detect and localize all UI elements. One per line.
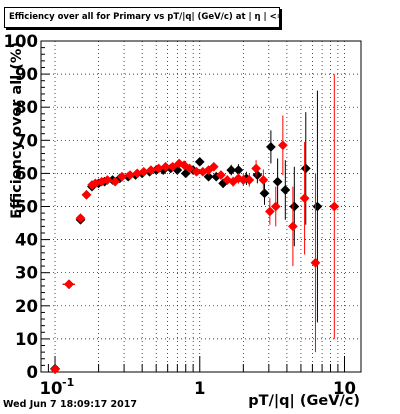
data-point xyxy=(287,221,298,232)
data-point xyxy=(50,364,60,375)
x-tick-label: 10 xyxy=(40,379,63,398)
y-tick-label: 30 xyxy=(15,264,38,283)
data-point xyxy=(184,163,195,174)
data-point xyxy=(265,141,276,152)
y-tick-label: 100 xyxy=(4,32,38,51)
data-point xyxy=(277,140,288,151)
data-point xyxy=(160,161,171,172)
data-point xyxy=(258,175,269,185)
data-point xyxy=(299,193,310,204)
y-axis-label: Efficiency over all (%) xyxy=(9,42,25,219)
data-point xyxy=(117,171,127,182)
data-point xyxy=(280,184,291,195)
data-point xyxy=(226,165,237,176)
data-point xyxy=(75,213,86,224)
data-point xyxy=(167,161,178,172)
data-point xyxy=(272,176,283,187)
y-tick-label: 60 xyxy=(15,164,38,183)
x-tick-exponent: -1 xyxy=(62,376,74,389)
chart-title: Efficiency over all for Primary vs pT/|q… xyxy=(4,7,280,28)
timestamp: Wed Jun 7 18:09:17 2017 xyxy=(3,399,137,410)
data-point xyxy=(310,257,321,268)
y-tick-label: 40 xyxy=(15,231,38,250)
data-point xyxy=(81,189,92,200)
data-point xyxy=(251,163,262,174)
data-point xyxy=(264,206,275,217)
data-point xyxy=(194,156,205,167)
data-point xyxy=(64,279,75,290)
y-tick-label: 20 xyxy=(15,297,38,316)
data-point xyxy=(329,201,340,212)
data-point xyxy=(270,201,281,212)
data-point xyxy=(208,161,219,172)
data-point xyxy=(252,170,263,181)
y-tick-label: 10 xyxy=(15,330,38,349)
x-tick-label: 1 xyxy=(194,379,205,398)
series-red xyxy=(50,74,340,375)
data-point xyxy=(300,163,311,174)
data-point xyxy=(215,170,226,181)
data-point xyxy=(203,171,214,182)
x-axis-label: pT/|q| (GeV/c) xyxy=(248,393,360,409)
data-point xyxy=(244,175,255,185)
series-black xyxy=(50,90,323,374)
y-tick-label: 70 xyxy=(15,131,38,150)
y-tick-label: 90 xyxy=(15,65,38,84)
data-point xyxy=(259,188,270,199)
y-tick-label: 0 xyxy=(27,363,38,382)
x-tick-label: 10 xyxy=(333,379,356,398)
y-tick-label: 50 xyxy=(15,198,38,217)
y-tick-label: 80 xyxy=(15,98,38,117)
data-series xyxy=(50,74,340,375)
data-point xyxy=(110,176,121,187)
data-point xyxy=(289,201,300,212)
data-point xyxy=(312,201,323,212)
data-point xyxy=(102,175,113,185)
